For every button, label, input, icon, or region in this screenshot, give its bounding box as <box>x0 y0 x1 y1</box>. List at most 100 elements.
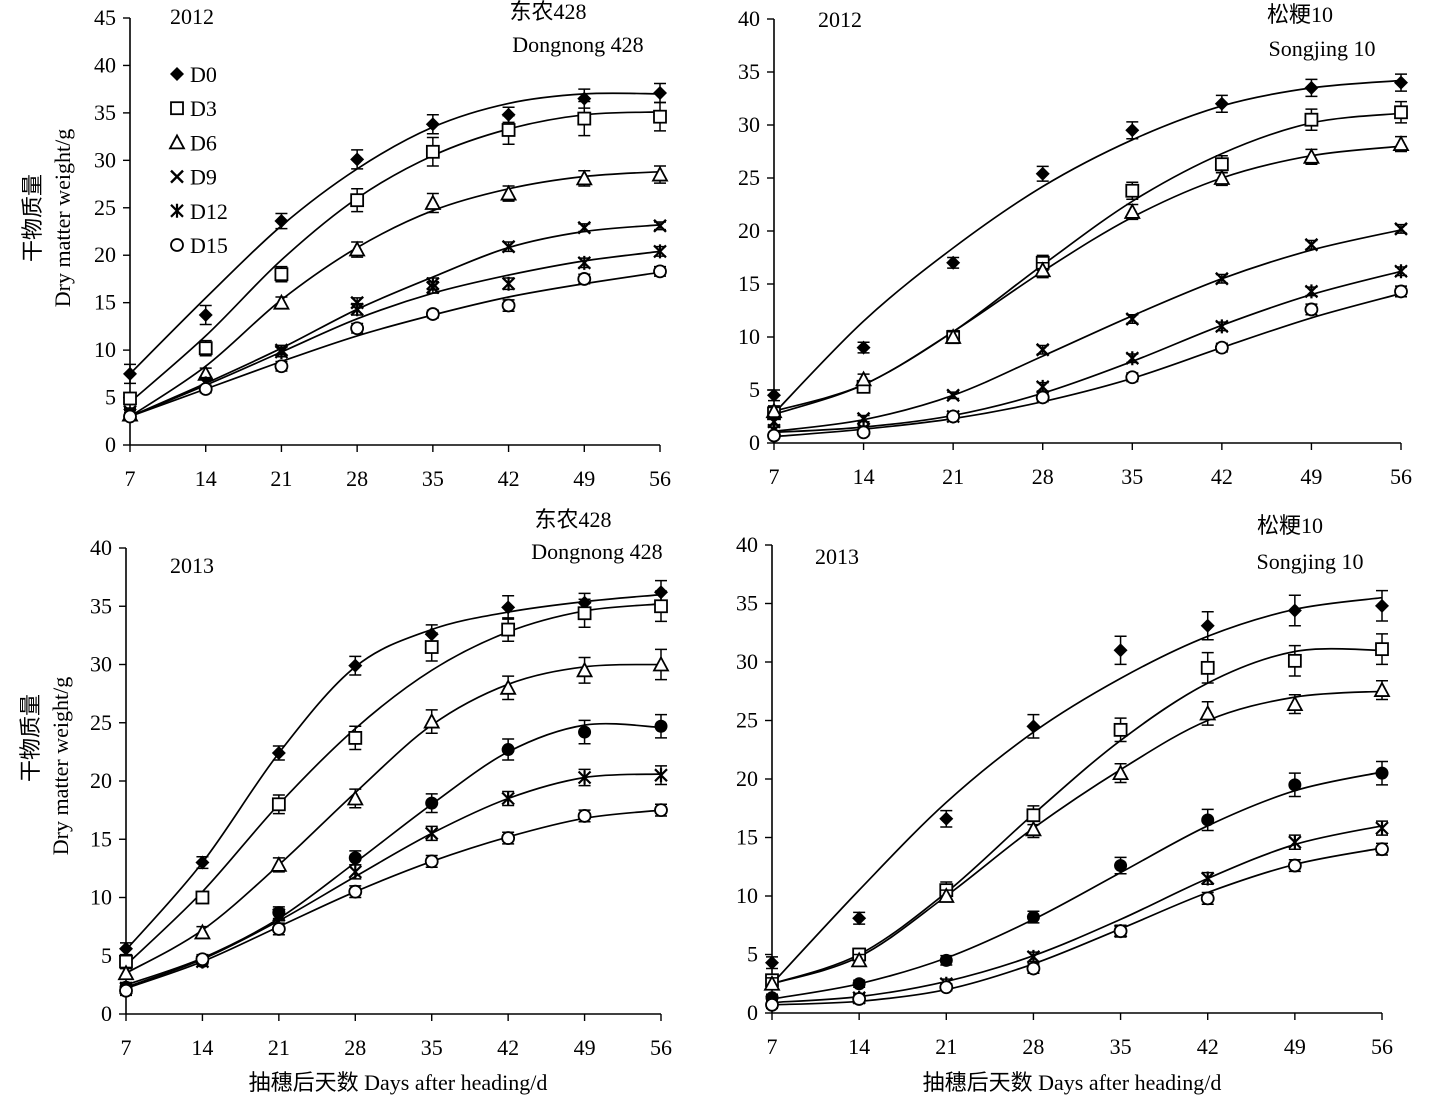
data-point-shape <box>274 359 289 374</box>
data-point <box>193 923 211 940</box>
data-point-shape <box>501 600 516 615</box>
data-point <box>1200 891 1215 906</box>
series-d3 <box>119 590 668 969</box>
data-point-shape <box>1024 820 1042 837</box>
data-point <box>654 768 668 783</box>
data-point <box>1114 859 1128 873</box>
data-point-shape <box>1125 123 1140 138</box>
data-point <box>271 746 286 761</box>
data-point-shape <box>350 321 365 336</box>
x-tick-label: 49 <box>574 1035 596 1060</box>
data-point-shape <box>651 165 669 182</box>
data-point-shape <box>1375 766 1389 780</box>
x-tick-label: 42 <box>497 1035 519 1060</box>
data-point <box>1199 704 1217 721</box>
data-point <box>195 952 210 967</box>
data-point <box>1201 813 1215 827</box>
x-tick-label: 7 <box>125 466 136 491</box>
data-point-shape <box>1375 642 1389 657</box>
y-tick-label: 30 <box>738 112 760 137</box>
data-point-shape <box>1373 681 1391 697</box>
data-point-shape <box>1035 390 1050 405</box>
data-point-shape <box>946 409 961 424</box>
data-point-shape <box>1114 859 1128 873</box>
data-point-shape <box>1287 858 1302 873</box>
data-point <box>1125 351 1140 366</box>
data-point-shape <box>577 220 592 235</box>
y-tick-label: 0 <box>105 432 116 457</box>
data-point-shape <box>195 855 210 870</box>
data-point-shape <box>1200 618 1215 633</box>
data-point <box>654 719 668 733</box>
data-point <box>856 425 871 440</box>
y-tick-label: 10 <box>738 324 760 349</box>
data-point-shape <box>274 214 289 229</box>
y-tick-label: 40 <box>94 52 116 77</box>
data-point-shape <box>767 428 781 443</box>
data-point <box>348 240 366 257</box>
data-point <box>350 302 364 317</box>
y-tick-label: 20 <box>90 768 112 793</box>
data-point-shape <box>577 255 592 270</box>
data-point-shape <box>425 796 439 810</box>
data-point <box>1287 858 1302 873</box>
data-point <box>424 194 442 210</box>
data-point-shape <box>1034 261 1052 278</box>
data-point-shape <box>1304 284 1319 299</box>
panel-variety-en: Dongnong 428 <box>512 32 643 57</box>
data-point-shape <box>1125 312 1140 326</box>
data-point-shape <box>198 341 213 356</box>
data-point-shape <box>119 941 133 956</box>
data-point <box>501 600 516 615</box>
data-point <box>1394 105 1408 120</box>
data-point-shape <box>271 746 286 761</box>
data-point <box>852 977 866 991</box>
data-point <box>937 887 955 903</box>
fit-curve-d3 <box>125 603 662 966</box>
x-tick-label: 35 <box>1110 1034 1132 1059</box>
data-point-shape <box>425 144 440 159</box>
y-tick-label: 25 <box>94 195 116 220</box>
data-point <box>501 239 516 254</box>
data-point-shape <box>426 276 440 291</box>
data-point-shape <box>1304 112 1319 127</box>
ylabel-cn-top: 干物质量 <box>20 174 45 262</box>
y-tick-label: 15 <box>94 290 116 315</box>
data-point <box>501 622 516 637</box>
data-point <box>1024 820 1042 837</box>
data-point <box>577 220 592 235</box>
fit-curve-d3 <box>129 111 661 403</box>
x-tick-label: 14 <box>191 1035 213 1060</box>
series-d0 <box>765 589 1389 970</box>
data-point-shape <box>939 953 953 967</box>
data-point <box>1112 764 1130 781</box>
data-point <box>653 85 667 100</box>
data-point-shape <box>852 992 867 1006</box>
panel-year: 2013 <box>815 544 859 569</box>
data-point <box>1026 949 1041 964</box>
data-point <box>1288 835 1302 850</box>
data-point <box>653 218 667 233</box>
y-tick-label: 10 <box>90 885 112 910</box>
data-point <box>1214 340 1229 355</box>
data-point-shape <box>765 997 779 1012</box>
series-d15 <box>765 842 1389 1012</box>
data-point <box>767 388 781 403</box>
fit-curve-d9 <box>773 229 1402 433</box>
data-point <box>501 123 516 137</box>
y-tick-label: 35 <box>736 591 758 616</box>
data-point-shape <box>1026 808 1041 823</box>
series-d15 <box>119 803 668 998</box>
data-point <box>1125 183 1140 198</box>
y-tick-label: 30 <box>90 652 112 677</box>
data-point <box>198 308 213 323</box>
data-point <box>1394 222 1408 236</box>
data-point-shape <box>577 809 592 823</box>
legend-marker-shape <box>170 67 184 81</box>
data-point <box>654 599 668 614</box>
data-point <box>577 809 592 823</box>
data-point <box>346 789 364 806</box>
data-point-shape <box>350 152 365 167</box>
data-point-shape <box>271 797 286 812</box>
legend-label: D3 <box>190 96 217 121</box>
